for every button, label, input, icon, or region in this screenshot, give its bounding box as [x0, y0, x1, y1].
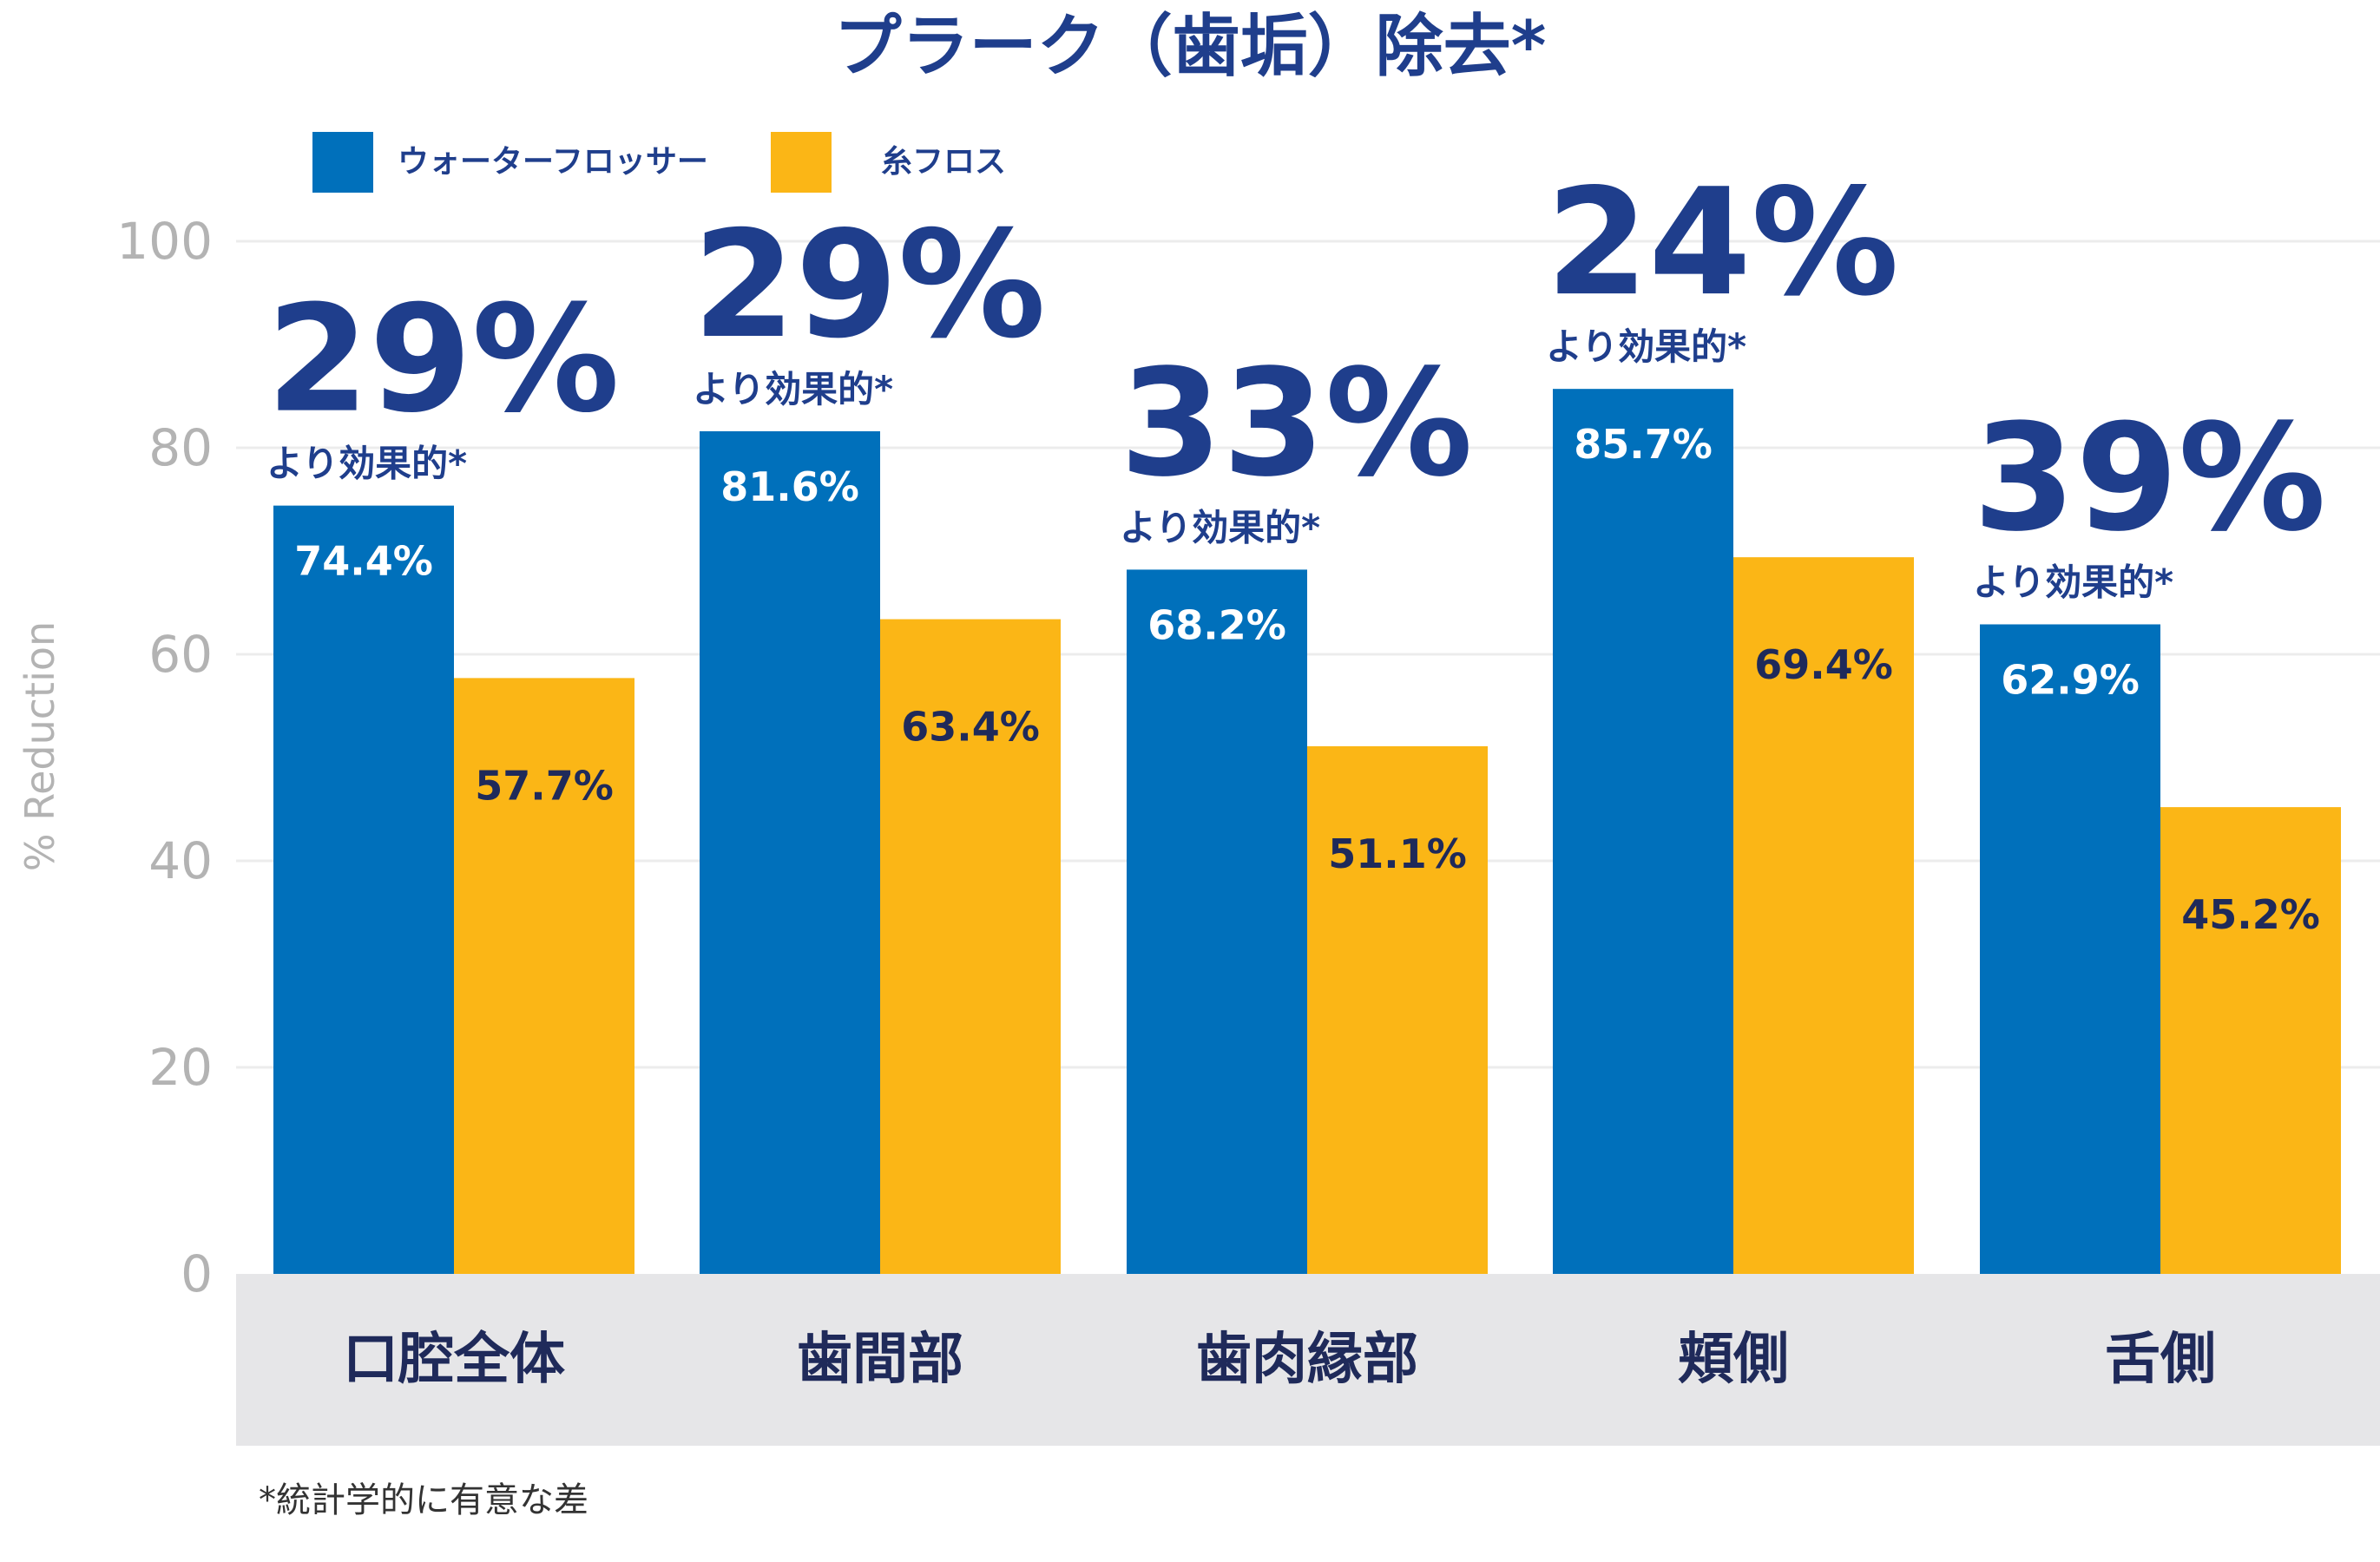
bars: 74.4% 57.7% 81.6% 63.4% 68.2% 51.1% 85.7% 69.4%…: [273, 389, 2341, 1275]
y-ticks: 0 20 40 60 80 100: [116, 212, 213, 1303]
bar-value-label: 68.2%: [1147, 601, 1286, 648]
bar-value-label: 74.4%: [294, 538, 433, 585]
annotation-text: より効果的*: [1120, 506, 1320, 548]
y-axis-label: % Reduction: [16, 621, 63, 871]
y-tick-label: 40: [148, 831, 213, 890]
category-band: [236, 1274, 2380, 1446]
bar-value-label: 85.7%: [1574, 421, 1713, 468]
bar-value-label: 63.4%: [901, 704, 1040, 751]
category-labels: 口腔全体 歯間部 歯肉縁部 頬側 舌側: [343, 1328, 2216, 1392]
annotation-percent: 39%: [1973, 392, 2326, 564]
bar-water-flosser: [1980, 624, 2160, 1274]
y-tick-label: 100: [116, 212, 213, 271]
bar-water-flosser: [700, 430, 880, 1275]
bar-value-label: 69.4%: [1754, 641, 1893, 688]
y-tick-label: 80: [148, 418, 213, 477]
category-label: 歯肉縁部: [1196, 1328, 1418, 1392]
annotation-text: より効果的*: [266, 443, 467, 485]
chart-title: プラーク（歯垢）除去*: [834, 8, 1547, 86]
annotation-percent: 29%: [693, 200, 1046, 371]
footnote: *統計学的に有意な差: [259, 1480, 588, 1520]
annotation-percent: 33%: [1120, 338, 1473, 509]
legend-label-string-floss: 糸フロス: [881, 144, 1006, 180]
bar-value-label: 81.6%: [720, 463, 859, 510]
y-tick-label: 60: [148, 625, 213, 684]
bar-string-floss: [1307, 745, 1488, 1274]
annotation-percent: 24%: [1546, 157, 1899, 329]
bar-value-label: 57.7%: [475, 762, 614, 809]
legend: ウォーターフロッサー 糸フロス: [312, 132, 1006, 193]
bar-string-floss: [2160, 807, 2341, 1274]
bar-water-flosser: [1553, 389, 1733, 1274]
bar-water-flosser: [1127, 569, 1307, 1274]
bar-string-floss: [1733, 557, 1914, 1274]
bar-string-floss: [880, 619, 1061, 1274]
annotation-text: より効果的*: [693, 368, 893, 410]
category-label: 舌側: [2105, 1328, 2216, 1392]
y-tick-label: 0: [181, 1244, 213, 1303]
annotations: 29%より効果的*29%より効果的* 33%より効果的*24%より効果的*39%よ…: [266, 157, 2326, 603]
legend-swatch-string-floss: [771, 132, 832, 193]
category-label: 口腔全体: [343, 1328, 565, 1392]
bar-water-flosser: [273, 505, 454, 1274]
bar-value-label: 51.1%: [1328, 830, 1467, 877]
annotation-text: より効果的*: [1973, 561, 2173, 603]
bar-value-label: 45.2%: [2181, 891, 2320, 938]
bar-string-floss: [454, 678, 634, 1274]
annotation-percent: 29%: [266, 274, 620, 446]
annotation-text: より効果的*: [1546, 325, 1746, 368]
y-tick-label: 20: [148, 1038, 213, 1097]
category-label: 歯間部: [797, 1328, 963, 1392]
category-label: 頬側: [1678, 1328, 1789, 1392]
legend-label-water-flosser: ウォーターフロッサー: [398, 144, 708, 180]
legend-swatch-water-flosser: [312, 132, 373, 193]
bar-value-label: 62.9%: [2001, 656, 2140, 703]
